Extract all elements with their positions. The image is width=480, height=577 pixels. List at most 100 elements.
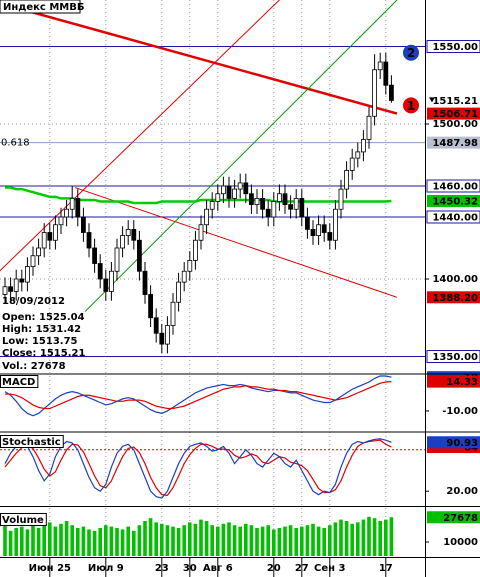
candle-body	[338, 188, 344, 210]
volume-bar	[322, 528, 326, 556]
x-tick-label: 20	[267, 563, 281, 574]
axis-value-bg	[427, 511, 480, 524]
volume-bar	[204, 521, 209, 556]
last-price-arrow	[429, 97, 435, 103]
volume-bar	[350, 523, 354, 556]
x-tick-label: Авг 6	[203, 563, 233, 574]
candle-body	[53, 224, 58, 241]
volume-bar	[221, 523, 226, 556]
candle-body	[265, 208, 271, 218]
axis-value-bg	[427, 211, 480, 223]
volume-bar	[115, 528, 119, 556]
axis-value-box: 90.93	[427, 436, 480, 449]
volume-bar	[356, 522, 360, 556]
axis-value-label: 1487.98	[432, 138, 478, 149]
info-row: Open: 1525.04	[2, 312, 85, 323]
candle-body	[153, 317, 159, 334]
y-tick-label: 1500.00	[432, 119, 478, 130]
volume-bar	[165, 525, 170, 556]
candle-body	[69, 197, 75, 210]
candle-body	[131, 228, 137, 241]
marker-circle	[403, 44, 419, 61]
volume-bar	[176, 528, 181, 556]
panel-title: Stochastic	[0, 435, 64, 448]
volume-bar	[389, 517, 394, 556]
volume-bar	[160, 523, 164, 556]
level-box-border	[426, 179, 480, 193]
x-tick-label: Июн 25	[29, 563, 71, 574]
panel-title-text: MACD	[2, 377, 35, 388]
volume-bar	[8, 530, 13, 556]
trend-line	[0, 1, 398, 115]
axis-value-bg	[427, 375, 480, 388]
volume-bar	[238, 526, 242, 556]
volume-bar	[92, 530, 97, 556]
marker-label: 1	[407, 99, 415, 113]
volume-bar	[249, 525, 254, 556]
candle-body	[321, 224, 327, 233]
candle-body	[170, 301, 176, 326]
info-value: 1531.42	[36, 324, 82, 335]
volume-bar	[59, 523, 63, 556]
candle-body	[97, 263, 103, 280]
info-label: Close:	[2, 348, 36, 359]
candle-body	[198, 224, 204, 241]
candle-body	[109, 270, 114, 292]
chart-title-box	[0, 0, 81, 14]
candle-body	[226, 185, 232, 199]
volume-bar	[70, 525, 74, 556]
candle-body	[299, 197, 305, 218]
candle-body	[125, 228, 131, 236]
candle-body	[187, 259, 193, 272]
level-box-border	[426, 210, 480, 224]
candle-body	[288, 204, 294, 210]
volume-bar	[132, 530, 136, 556]
panel-title-box	[0, 513, 47, 526]
volume-bar	[98, 528, 102, 556]
candle-body	[209, 201, 215, 210]
axis-value-label: 1506.71	[432, 109, 478, 120]
candle-body	[103, 278, 109, 292]
x-tick-label: 17	[379, 563, 393, 574]
trend-line	[74, 187, 398, 298]
panel-title-box	[0, 375, 39, 388]
candle-body	[58, 216, 64, 226]
info-row: Close: 1515.21	[2, 348, 85, 359]
axis-value-bg	[427, 195, 480, 208]
candle-body	[215, 193, 221, 202]
candle-body	[92, 247, 97, 264]
candle-body	[316, 224, 322, 237]
panel-title: Volume	[0, 513, 47, 526]
axis-value-box: 1440.00	[427, 211, 480, 224]
moving-average	[5, 186, 392, 205]
candle-body	[377, 61, 383, 71]
axis-value-label: 1550.00	[432, 42, 478, 53]
candle-body	[372, 69, 378, 117]
axis-value-box: 14.33	[427, 375, 480, 388]
info-row: High: 1531.42	[2, 324, 81, 335]
indicator-line	[4, 439, 392, 496]
axis-value-bg	[427, 40, 480, 53]
axis-value-label: 1460.00	[432, 182, 478, 193]
marker-circle	[403, 97, 419, 114]
candle-body	[176, 281, 182, 303]
volume-bar	[64, 521, 69, 556]
info-row: Low: 1513.75	[2, 336, 78, 347]
candle-body	[332, 208, 338, 241]
x-tick-label: 30	[183, 563, 197, 574]
volume-bar	[227, 522, 231, 556]
candle-body	[355, 151, 361, 159]
candle-body	[276, 193, 282, 202]
candle-body	[159, 332, 165, 345]
axis-value-box: 1550.00	[427, 40, 480, 53]
volume-bar	[199, 519, 203, 556]
axis-value-box: 1506.71	[427, 107, 480, 120]
candle-body	[164, 325, 170, 345]
volume-bar	[277, 528, 282, 556]
axis-value-box: 1388.20	[427, 291, 480, 304]
volume-bar	[154, 522, 158, 556]
candle-body	[271, 201, 277, 218]
x-tick-label: Июл 9	[88, 563, 124, 574]
